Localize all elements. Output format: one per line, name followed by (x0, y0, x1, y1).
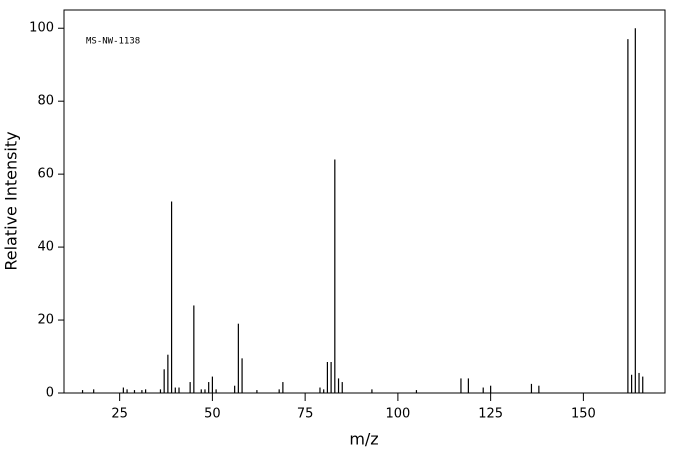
y-tick-label: 60 (37, 167, 54, 182)
y-tick-label: 40 (37, 240, 54, 255)
y-axis-title: Relative Intensity (2, 131, 21, 270)
y-tick-label: 20 (37, 313, 54, 328)
y-tick-label: 80 (37, 94, 54, 109)
x-tick-label: 150 (571, 407, 596, 422)
x-tick-label: 50 (204, 407, 221, 422)
annotation: MS-NW-1138 (86, 37, 140, 47)
plot-frame (63, 9, 666, 394)
y-tick-label: 100 (29, 21, 54, 36)
x-tick-label: 25 (111, 407, 128, 422)
x-tick-label: 125 (478, 407, 503, 422)
x-tick-label: 100 (385, 407, 410, 422)
y-tick-label: 0 (46, 386, 54, 401)
x-tick-label: 75 (297, 407, 314, 422)
x-axis-title: m/z (349, 430, 378, 449)
